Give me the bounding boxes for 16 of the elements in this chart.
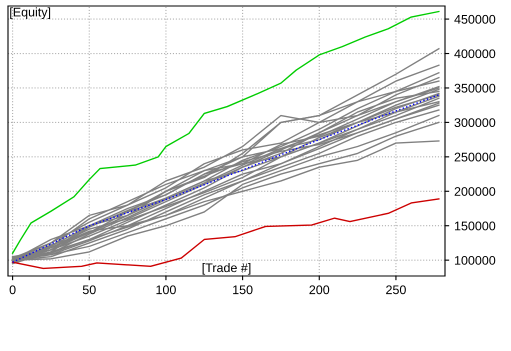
x-tick-label: 150 xyxy=(233,285,253,294)
y-axis-title: [Equity] xyxy=(10,7,50,19)
x-axis-title: [Trade #] xyxy=(202,263,250,275)
y-tick-label: 300000 xyxy=(454,118,496,128)
x-tick-label: 50 xyxy=(82,285,96,294)
y-tick-label: 250000 xyxy=(454,152,496,162)
y-tick-label: 200000 xyxy=(454,187,496,196)
y-tick-label: 150000 xyxy=(454,222,496,230)
y-tick-label: 350000 xyxy=(454,84,496,93)
y-tick-label: 450000 xyxy=(454,14,496,24)
y-tick-label: 100000 xyxy=(454,256,496,265)
y-tick-label: 400000 xyxy=(454,49,496,58)
x-tick-label: 100 xyxy=(156,285,176,294)
x-tick-label: 0 xyxy=(10,285,16,294)
x-tick-label: 200 xyxy=(309,285,330,294)
x-tick-label: 250 xyxy=(386,285,406,294)
